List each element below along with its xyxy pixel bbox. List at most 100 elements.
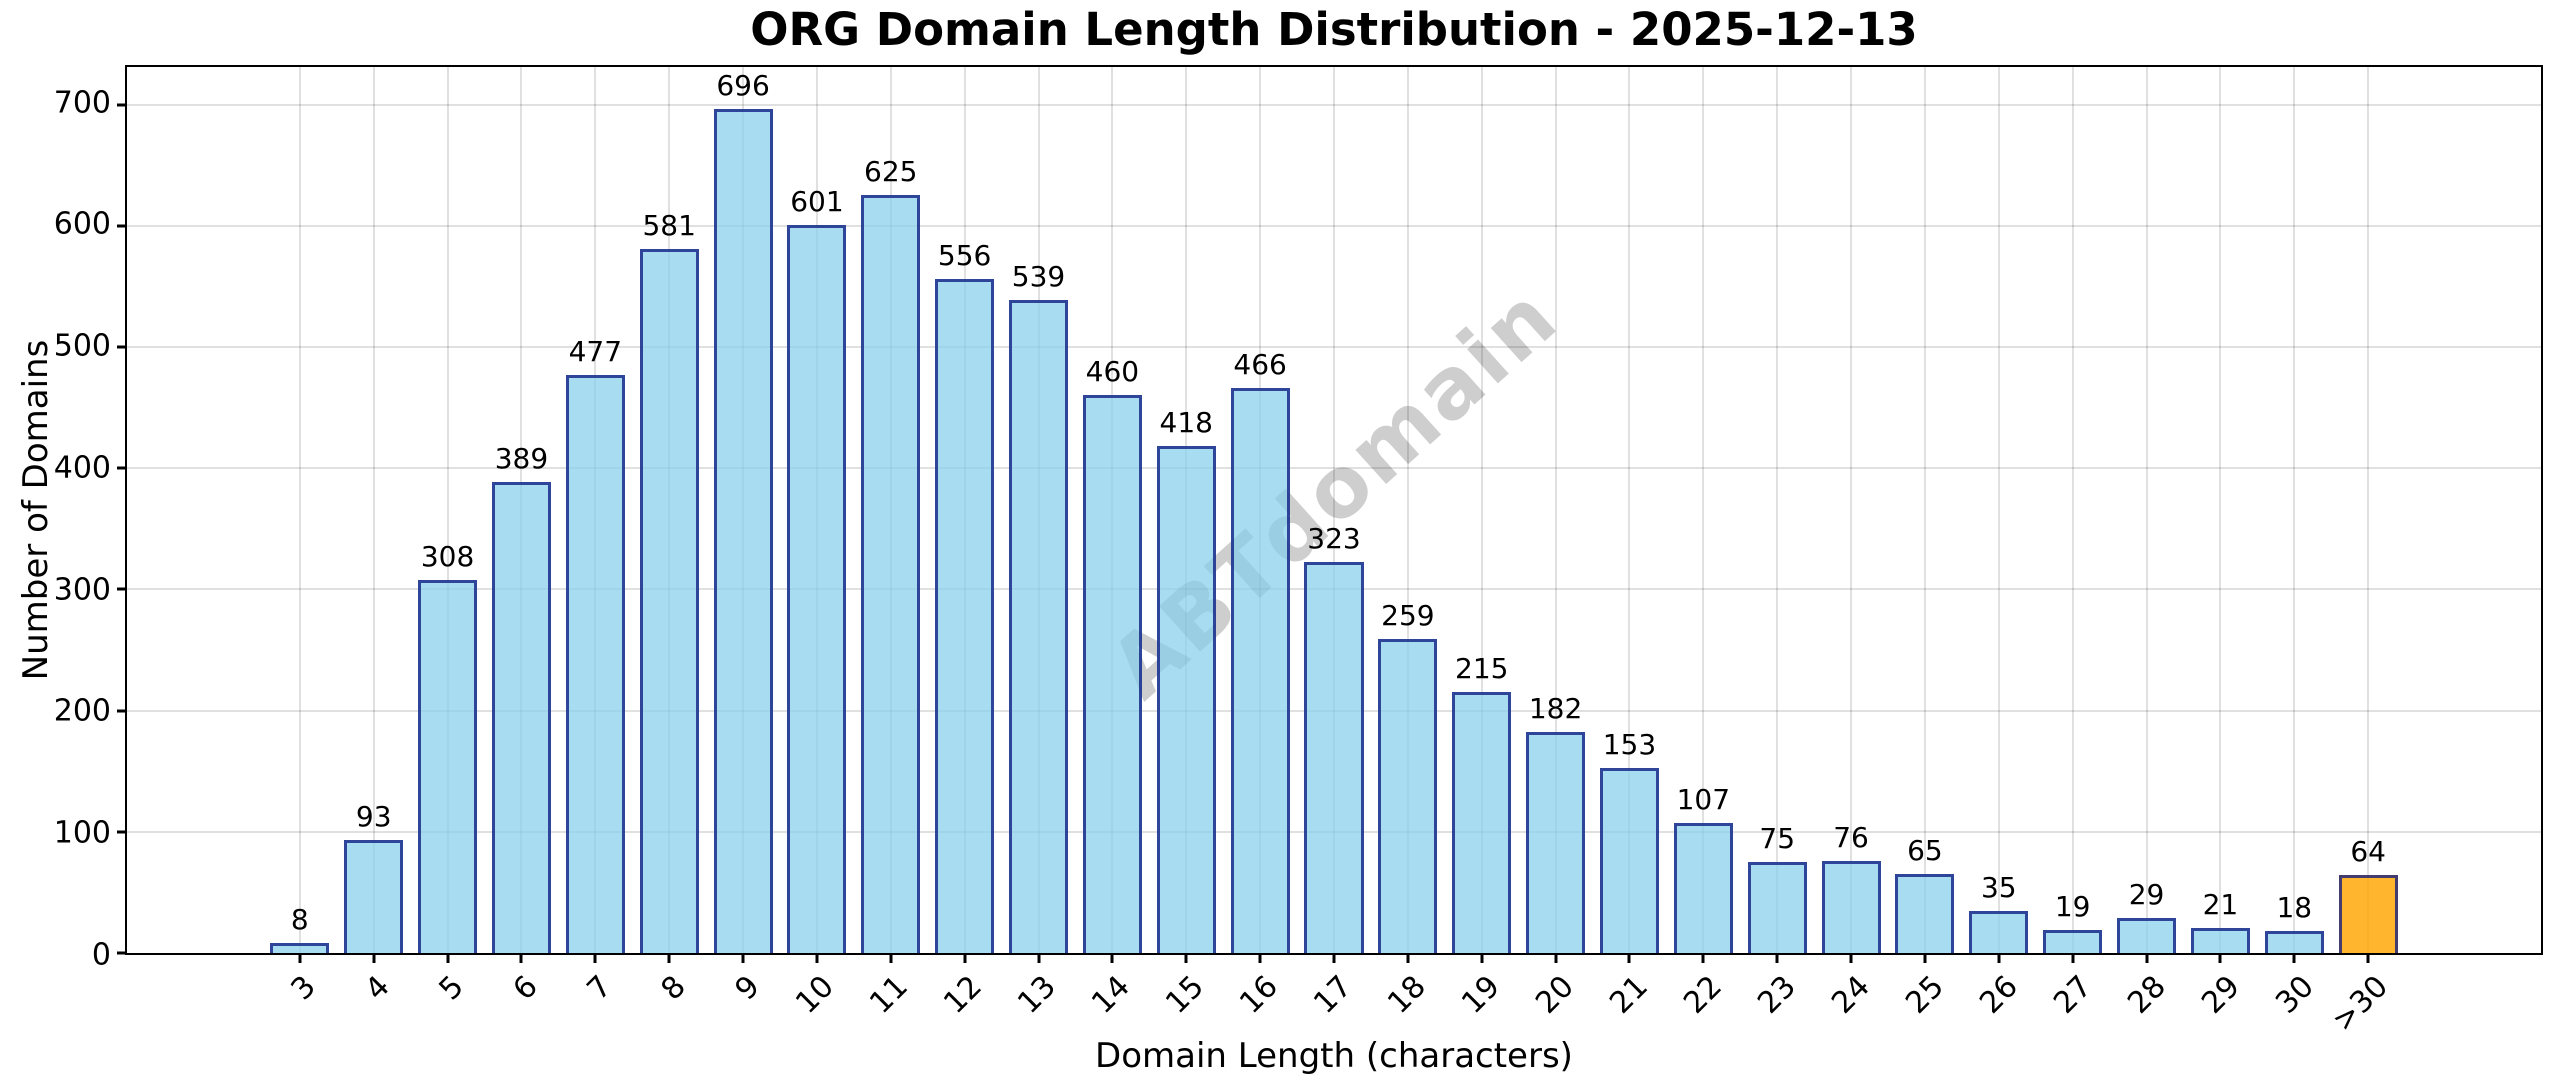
x-tick-label: 16 bbox=[1233, 969, 1285, 1021]
bar-29 bbox=[2190, 927, 2250, 953]
y-tick-label: 200 bbox=[53, 693, 111, 729]
x-tick-label: 27 bbox=[2046, 969, 2099, 1021]
bar-value-label: 65 bbox=[1907, 834, 1943, 868]
x-tick-label: 3 bbox=[284, 969, 323, 1008]
bar-value-label: 29 bbox=[2128, 877, 2165, 911]
bar-18 bbox=[1378, 639, 1438, 953]
v-gridline bbox=[1702, 67, 1705, 953]
y-tick-label: 100 bbox=[53, 815, 111, 851]
x-tick-label: 29 bbox=[2194, 969, 2247, 1021]
y-tick-mark bbox=[117, 830, 127, 834]
v-gridline bbox=[2071, 67, 2074, 953]
bar-value-label: 466 bbox=[1233, 348, 1287, 382]
x-tick-label: 8 bbox=[654, 969, 693, 1008]
plot-area: ABTdomain 8 93 308 389 477 581 696 601 625 556 539… bbox=[117, 65, 2543, 963]
y-tick-mark bbox=[117, 587, 127, 591]
x-tick-label: 30 bbox=[2268, 969, 2321, 1021]
bar-4 bbox=[344, 840, 404, 953]
x-tick-mark bbox=[1701, 953, 1705, 963]
x-tick-mark bbox=[372, 953, 376, 963]
y-tick-mark bbox=[117, 103, 127, 107]
x-tick-mark bbox=[2218, 953, 2222, 963]
x-tick-label: 24 bbox=[1824, 969, 1877, 1021]
bar-23 bbox=[1747, 862, 1807, 953]
bar-value-label: 18 bbox=[2276, 891, 2313, 925]
x-tick-mark bbox=[2292, 953, 2296, 963]
x-tick-mark bbox=[1406, 953, 1410, 963]
x-tick-label: 22 bbox=[1676, 969, 1729, 1021]
bar-3 bbox=[270, 943, 330, 953]
bar-value-label: 35 bbox=[1980, 870, 2017, 904]
x-tick-mark bbox=[889, 953, 893, 963]
x-tick-mark bbox=[1110, 953, 1114, 963]
x-tick-mark bbox=[2071, 953, 2075, 963]
y-tick-mark bbox=[117, 709, 127, 713]
x-tick-mark bbox=[815, 953, 819, 963]
v-gridline bbox=[1776, 67, 1779, 953]
y-tick-label: 600 bbox=[53, 206, 111, 242]
x-tick-mark bbox=[1775, 953, 1779, 963]
bar-8 bbox=[639, 248, 699, 953]
y-tick-mark bbox=[117, 466, 127, 470]
bar-value-label: 308 bbox=[420, 539, 475, 573]
bar-value-label: 418 bbox=[1159, 406, 1213, 440]
y-tick-label: 300 bbox=[53, 572, 111, 608]
x-tick-mark bbox=[1258, 953, 1262, 963]
bar-value-label: 107 bbox=[1676, 783, 1731, 817]
y-tick-label: 0 bbox=[91, 937, 111, 973]
bar-value-label: 323 bbox=[1307, 521, 1361, 555]
x-tick-mark bbox=[1997, 953, 2001, 963]
v-gridline bbox=[2145, 67, 2148, 953]
bar-value-label: 153 bbox=[1602, 727, 1657, 761]
bar-20 bbox=[1526, 732, 1586, 953]
v-gridline bbox=[1628, 67, 1631, 953]
x-tick-mark bbox=[1037, 953, 1041, 963]
v-gridline bbox=[1333, 67, 1335, 953]
bar-value-label: 76 bbox=[1833, 820, 1869, 854]
x-tick-label: 20 bbox=[1528, 969, 1581, 1021]
v-gridline bbox=[1480, 67, 1483, 953]
bar-value-label: 477 bbox=[568, 334, 623, 368]
v-gridline bbox=[1850, 67, 1853, 953]
x-tick-label: 13 bbox=[1011, 969, 1063, 1021]
h-gridline bbox=[127, 103, 2541, 106]
x-tick-mark bbox=[1480, 953, 1484, 963]
bar-14 bbox=[1082, 395, 1142, 953]
x-tick-label: 18 bbox=[1380, 969, 1433, 1021]
x-tick-mark bbox=[1332, 953, 1336, 963]
x-tick-label: 6 bbox=[506, 969, 545, 1008]
x-tick-mark bbox=[1923, 953, 1927, 963]
h-gridline bbox=[127, 345, 2541, 348]
x-tick-label: 21 bbox=[1602, 969, 1655, 1021]
bar-17 bbox=[1304, 561, 1364, 953]
bar-24 bbox=[1821, 860, 1881, 953]
x-tick-mark bbox=[1849, 953, 1853, 963]
x-tick-mark bbox=[741, 953, 745, 963]
x-tick-label: 25 bbox=[1898, 969, 1951, 1021]
x-tick-label: 12 bbox=[937, 969, 989, 1021]
v-gridline bbox=[446, 67, 449, 953]
v-gridline bbox=[2219, 67, 2222, 953]
x-tick-mark bbox=[593, 953, 597, 963]
bar-value-label: 21 bbox=[2202, 887, 2239, 921]
x-tick-label: 10 bbox=[789, 969, 841, 1021]
x-tick-label: 4 bbox=[358, 969, 397, 1008]
bar-value-label: 556 bbox=[937, 239, 992, 273]
y-axis-tick-labels: 0 100 200 300 400 500 600 700 bbox=[0, 65, 111, 972]
bar-12 bbox=[935, 279, 995, 953]
x-tick-label: 17 bbox=[1306, 969, 1359, 1021]
bar-value-label: 259 bbox=[1381, 599, 1435, 633]
bar-value-label: 182 bbox=[1528, 692, 1583, 726]
bar-value-label: 696 bbox=[716, 69, 770, 103]
x-tick-label: 11 bbox=[863, 969, 915, 1021]
bar-25 bbox=[1895, 874, 1955, 953]
x-tick-mark bbox=[1627, 953, 1631, 963]
x-tick-mark bbox=[963, 953, 967, 963]
v-gridline bbox=[1406, 67, 1409, 953]
y-tick-label: 500 bbox=[53, 328, 111, 364]
bar-5 bbox=[418, 579, 478, 953]
x-tick-label: 14 bbox=[1085, 969, 1137, 1021]
x-tick-mark bbox=[2145, 953, 2149, 963]
bar-value-label: 539 bbox=[1011, 259, 1066, 293]
bar-7 bbox=[565, 374, 625, 953]
